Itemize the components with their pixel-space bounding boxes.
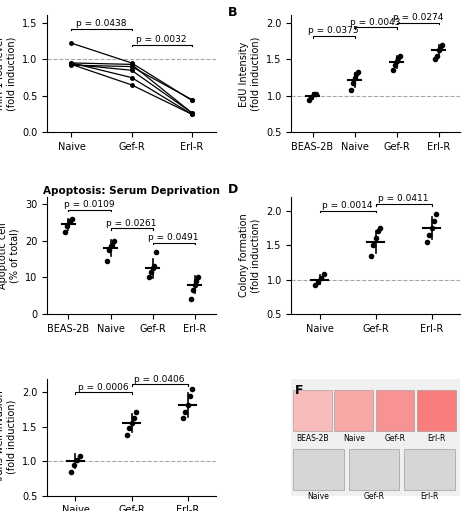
- Text: Erl-R: Erl-R: [427, 433, 446, 443]
- Text: Erl-R: Erl-R: [420, 492, 438, 501]
- FancyBboxPatch shape: [293, 449, 344, 490]
- Text: p = 0.0406: p = 0.0406: [134, 375, 185, 384]
- Text: Naive: Naive: [308, 492, 329, 501]
- FancyBboxPatch shape: [417, 390, 456, 431]
- Y-axis label: Colony formation
(fold induction): Colony formation (fold induction): [239, 214, 261, 297]
- Text: BEAS-2B: BEAS-2B: [296, 433, 329, 443]
- Text: D: D: [228, 183, 238, 196]
- Text: F: F: [295, 384, 303, 398]
- Text: p = 0.0375: p = 0.0375: [308, 27, 359, 35]
- FancyBboxPatch shape: [334, 390, 373, 431]
- Text: p = 0.0438: p = 0.0438: [76, 19, 127, 28]
- FancyBboxPatch shape: [404, 449, 455, 490]
- Y-axis label: Trans-well invasion
(fold induction): Trans-well invasion (fold induction): [0, 391, 17, 483]
- Y-axis label: EdU Intensity
(fold induction): EdU Intensity (fold induction): [239, 37, 261, 111]
- FancyBboxPatch shape: [375, 390, 414, 431]
- Y-axis label: Apoptotic cell
(% of total): Apoptotic cell (% of total): [0, 222, 20, 289]
- Text: p = 0.0274: p = 0.0274: [392, 13, 443, 22]
- FancyBboxPatch shape: [293, 390, 332, 431]
- Text: p = 0.0491: p = 0.0491: [148, 234, 199, 242]
- Text: p = 0.0014: p = 0.0014: [322, 201, 373, 211]
- Text: p = 0.0006: p = 0.0006: [78, 383, 129, 392]
- Text: B: B: [228, 6, 237, 19]
- Text: p = 0.0032: p = 0.0032: [137, 35, 187, 44]
- FancyBboxPatch shape: [349, 449, 399, 490]
- Text: Naive: Naive: [343, 433, 365, 443]
- Text: p = 0.0261: p = 0.0261: [106, 219, 157, 228]
- Text: Gef-R: Gef-R: [364, 492, 384, 501]
- Text: p = 0.0411: p = 0.0411: [378, 195, 429, 203]
- Title: Apoptosis: Serum Deprivation: Apoptosis: Serum Deprivation: [43, 186, 220, 196]
- Text: p = 0.0043: p = 0.0043: [350, 18, 401, 27]
- Text: Gef-R: Gef-R: [384, 433, 405, 443]
- Text: p = 0.0109: p = 0.0109: [64, 200, 115, 210]
- Y-axis label: miR-148a level
(fold induction): miR-148a level (fold induction): [0, 37, 17, 111]
